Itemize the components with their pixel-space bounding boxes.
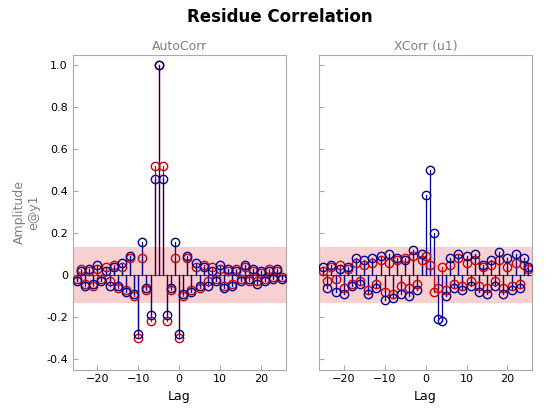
sys1 xyxy=(274,268,281,273)
sys2 xyxy=(381,298,388,303)
sys1 xyxy=(155,63,162,68)
Line: sys1: sys1 xyxy=(73,61,286,342)
sys1 xyxy=(119,264,125,269)
sys2 xyxy=(119,260,125,265)
sys2 xyxy=(365,291,372,297)
Title: AutoCorr: AutoCorr xyxy=(152,40,207,53)
sys2 xyxy=(520,256,527,261)
sys2 xyxy=(135,331,142,336)
sys2 xyxy=(278,277,285,282)
sys2 xyxy=(73,279,80,284)
X-axis label: Lag: Lag xyxy=(414,390,437,403)
sys1 xyxy=(217,266,223,271)
sys1 xyxy=(385,260,392,265)
sys1 xyxy=(229,281,236,286)
sys2 xyxy=(139,239,146,244)
sys2 xyxy=(463,254,470,259)
sys1 xyxy=(365,287,372,292)
Bar xyxy=(73,247,286,303)
Line: sys2: sys2 xyxy=(73,61,286,338)
sys1 xyxy=(135,336,142,341)
Y-axis label: Amplitude
e@y1: Amplitude e@y1 xyxy=(13,180,41,244)
sys1 xyxy=(278,275,285,280)
sys1 xyxy=(381,289,388,294)
Bar xyxy=(319,247,532,303)
Title: XCorr (u1): XCorr (u1) xyxy=(394,40,458,53)
sys2 xyxy=(385,252,392,257)
Text: Residue Correlation: Residue Correlation xyxy=(187,8,373,26)
sys1 xyxy=(475,283,482,288)
sys1 xyxy=(320,268,326,273)
sys2 xyxy=(438,319,445,324)
sys2 xyxy=(525,264,531,269)
sys1 xyxy=(139,256,146,261)
sys1 xyxy=(143,287,150,292)
sys1 xyxy=(73,277,80,282)
sys1 xyxy=(410,254,417,259)
sys2 xyxy=(320,264,326,269)
sys2 xyxy=(229,283,236,288)
sys2 xyxy=(217,262,223,267)
sys2 xyxy=(143,285,150,290)
sys2 xyxy=(155,63,162,68)
sys1 xyxy=(520,262,527,267)
X-axis label: Lag: Lag xyxy=(168,390,190,403)
sys1 xyxy=(390,291,396,297)
sys1 xyxy=(525,266,531,271)
sys2 xyxy=(274,266,281,271)
sys1 xyxy=(463,260,470,265)
Line: sys1: sys1 xyxy=(319,252,532,298)
sys2 xyxy=(475,289,482,294)
Line: sys2: sys2 xyxy=(319,166,532,326)
sys2 xyxy=(426,168,433,173)
